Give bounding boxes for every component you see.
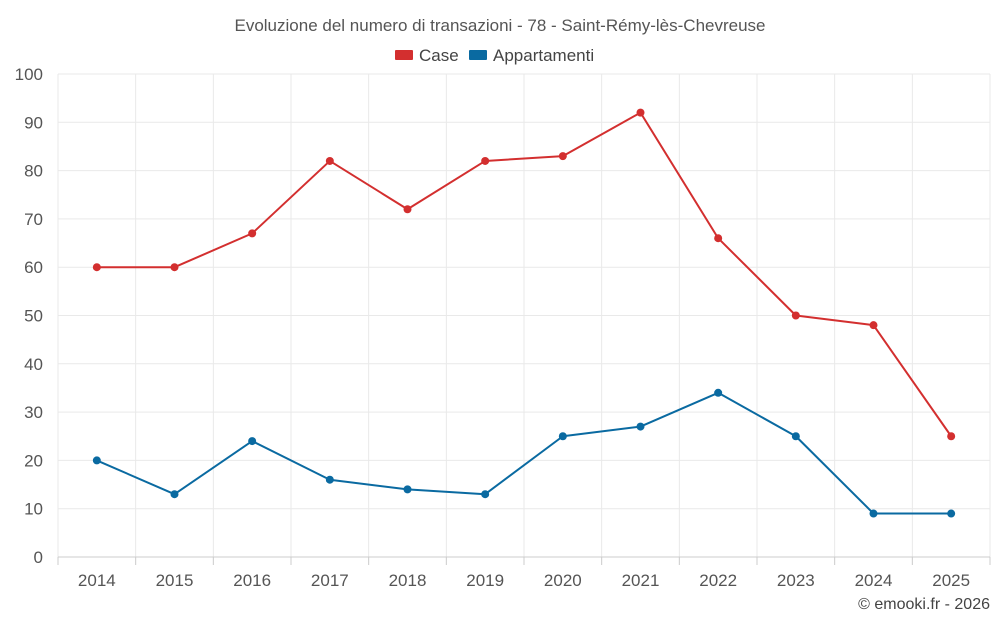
data-point-appartamenti[interactable] <box>714 388 723 397</box>
data-point-case[interactable] <box>869 321 878 330</box>
x-tick-label: 2017 <box>311 571 349 590</box>
y-tick-label: 10 <box>24 500 43 519</box>
data-point-appartamenti[interactable] <box>92 456 101 465</box>
gridlines <box>57 73 991 557</box>
data-point-appartamenti[interactable] <box>248 437 257 446</box>
series <box>92 108 956 518</box>
chart-title: Evoluzione del numero di transazioni - 7… <box>234 16 765 35</box>
y-tick-label: 90 <box>24 113 43 132</box>
tick-labels: 0 10 20 30 40 50 60 70 80 90 100 2014 2015 2016 2017 20… <box>15 65 970 590</box>
x-tick-label: 2021 <box>622 571 660 590</box>
legend-label-case: Case <box>419 46 459 65</box>
x-tick-label: 2023 <box>777 571 815 590</box>
data-point-appartamenti[interactable] <box>636 422 645 431</box>
series-line-case <box>96 111 952 437</box>
series-appartamenti <box>92 388 956 518</box>
data-point-appartamenti[interactable] <box>170 490 179 499</box>
data-point-case[interactable] <box>481 156 490 165</box>
y-tick-label: 80 <box>24 162 43 181</box>
y-tick-label: 50 <box>24 307 43 326</box>
data-point-case[interactable] <box>325 156 334 165</box>
x-tick-label: 2016 <box>233 571 271 590</box>
data-point-case[interactable] <box>248 229 257 238</box>
data-point-appartamenti[interactable] <box>325 475 334 484</box>
y-tick-label: 0 <box>34 548 43 567</box>
legend: Case Appartamenti <box>395 46 594 65</box>
x-tick-label: 2020 <box>544 571 582 590</box>
legend-item-appartamenti[interactable]: Appartamenti <box>469 46 594 65</box>
y-tick-label: 100 <box>15 65 43 84</box>
legend-swatch-appartamenti <box>469 50 487 60</box>
y-tick-label: 70 <box>24 210 43 229</box>
data-point-case[interactable] <box>170 263 179 272</box>
series-line-appartamenti <box>96 391 952 515</box>
x-tick-label: 2018 <box>389 571 427 590</box>
data-point-appartamenti[interactable] <box>558 432 567 441</box>
x-tick-label: 2014 <box>78 571 116 590</box>
x-tick-label: 2024 <box>855 571 893 590</box>
data-point-case[interactable] <box>636 108 645 117</box>
data-point-appartamenti[interactable] <box>791 432 800 441</box>
series-case <box>92 108 956 441</box>
y-tick-label: 30 <box>24 403 43 422</box>
data-point-appartamenti[interactable] <box>869 509 878 518</box>
credit-text: © emooki.fr - 2026 <box>858 596 990 613</box>
y-tick-label: 20 <box>24 451 43 470</box>
x-tick-label: 2015 <box>156 571 194 590</box>
data-point-appartamenti[interactable] <box>481 490 490 499</box>
data-point-case[interactable] <box>714 234 723 243</box>
y-tick-label: 40 <box>24 355 43 374</box>
data-point-appartamenti[interactable] <box>403 485 412 494</box>
y-tick-label: 60 <box>24 258 43 277</box>
x-tick-label: 2025 <box>932 571 970 590</box>
axes <box>57 556 991 565</box>
data-point-case[interactable] <box>947 432 956 441</box>
legend-label-appartamenti: Appartamenti <box>493 46 594 65</box>
data-point-case[interactable] <box>92 263 101 272</box>
data-point-case[interactable] <box>558 152 567 161</box>
data-point-appartamenti[interactable] <box>947 509 956 518</box>
data-point-case[interactable] <box>791 311 800 320</box>
x-tick-label: 2019 <box>466 571 504 590</box>
data-point-case[interactable] <box>403 205 412 214</box>
legend-swatch-case <box>395 50 413 60</box>
legend-item-case[interactable]: Case <box>395 46 459 65</box>
x-tick-label: 2022 <box>699 571 737 590</box>
